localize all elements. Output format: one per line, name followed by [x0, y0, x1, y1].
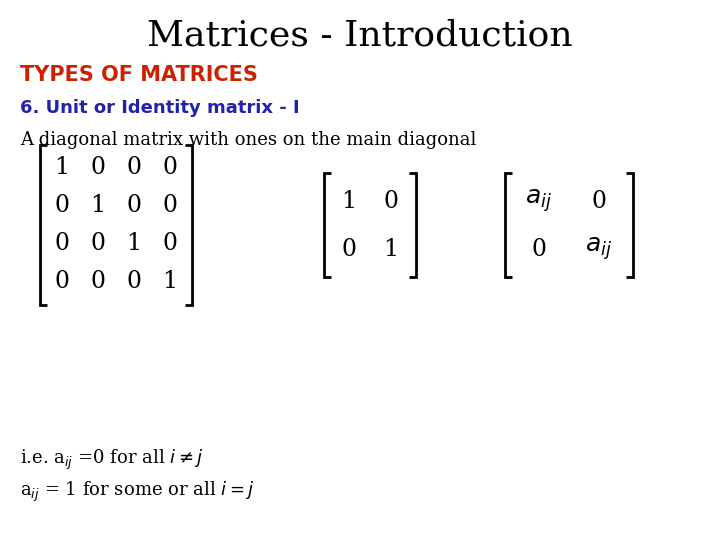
Text: 0: 0 — [127, 157, 142, 179]
Text: 0: 0 — [127, 271, 142, 294]
Text: Matrices - Introduction: Matrices - Introduction — [147, 19, 573, 53]
Text: 1: 1 — [163, 271, 178, 294]
Text: 0: 0 — [127, 194, 142, 218]
Text: 1: 1 — [91, 194, 106, 218]
Text: 0: 0 — [531, 238, 546, 260]
Text: 0: 0 — [55, 233, 70, 255]
Text: 0: 0 — [163, 157, 178, 179]
Text: 0: 0 — [55, 271, 70, 294]
Text: 0: 0 — [91, 157, 106, 179]
Text: 0: 0 — [91, 271, 106, 294]
Text: 0: 0 — [163, 194, 178, 218]
Text: A diagonal matrix with ones on the main diagonal: A diagonal matrix with ones on the main … — [20, 131, 477, 149]
Text: 0: 0 — [55, 194, 70, 218]
Text: 0: 0 — [592, 190, 606, 213]
Text: 1: 1 — [384, 238, 399, 260]
Text: i.e. a$_{ij}$ =0 for all $i \neq j$: i.e. a$_{ij}$ =0 for all $i \neq j$ — [20, 448, 204, 472]
Text: 1: 1 — [55, 157, 70, 179]
Text: 0: 0 — [341, 238, 356, 260]
Text: 1: 1 — [127, 233, 142, 255]
Text: a$_{ij}$ = 1 for some or all $i = j$: a$_{ij}$ = 1 for some or all $i = j$ — [20, 480, 255, 504]
Text: 0: 0 — [91, 233, 106, 255]
Text: 1: 1 — [341, 190, 356, 213]
Text: 0: 0 — [384, 190, 398, 213]
Text: $a_{ij}$: $a_{ij}$ — [526, 187, 552, 214]
Text: 6. Unit or Identity matrix - I: 6. Unit or Identity matrix - I — [20, 99, 300, 117]
Text: TYPES OF MATRICES: TYPES OF MATRICES — [20, 65, 258, 85]
Text: 0: 0 — [163, 233, 178, 255]
Text: $a_{ij}$: $a_{ij}$ — [585, 235, 613, 262]
